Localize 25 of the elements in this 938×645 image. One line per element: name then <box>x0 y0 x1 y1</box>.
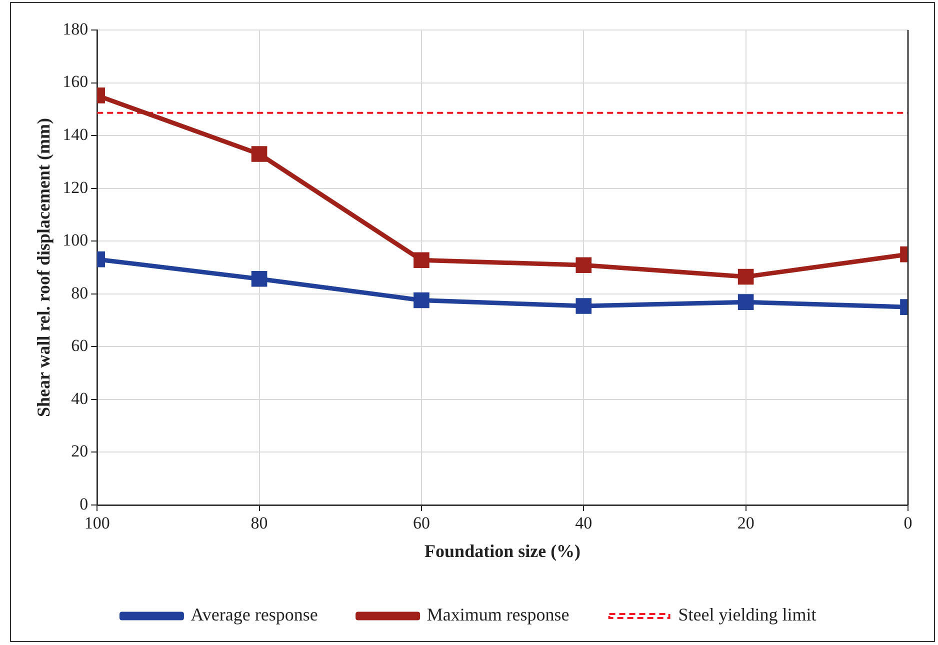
x-tick-label: 40 <box>575 514 592 533</box>
point <box>576 257 592 274</box>
x-tick-label: 100 <box>84 514 110 533</box>
point <box>414 292 430 308</box>
x-axis-title: Foundation size (%) <box>424 540 581 561</box>
x-tick-label: 0 <box>904 514 912 533</box>
y-tick-label: 120 <box>62 178 88 197</box>
point <box>414 252 430 268</box>
y-tick-label: 140 <box>62 125 88 144</box>
y-tick-label: 40 <box>71 388 88 408</box>
y-tick-label: 80 <box>71 283 88 302</box>
x-tick-label: 60 <box>412 514 430 533</box>
legend-label: Steel yielding limit <box>678 604 816 625</box>
legend-label: Average response <box>190 604 318 625</box>
y-tick-label: 100 <box>62 230 88 250</box>
y-axis-title: Shear wall rel. roof displacement (mm) <box>33 118 54 417</box>
y-tick-label: 0 <box>80 494 88 514</box>
y-tick-label: 160 <box>62 72 88 92</box>
y-tick-label: 180 <box>62 19 88 38</box>
x-tick-label: 20 <box>737 514 754 533</box>
y-tick-label: 20 <box>71 442 88 461</box>
y-tick-label: 60 <box>71 336 88 356</box>
x-tick-label: 80 <box>250 514 268 533</box>
legend-label: Maximum response <box>426 604 570 625</box>
point <box>576 298 592 314</box>
